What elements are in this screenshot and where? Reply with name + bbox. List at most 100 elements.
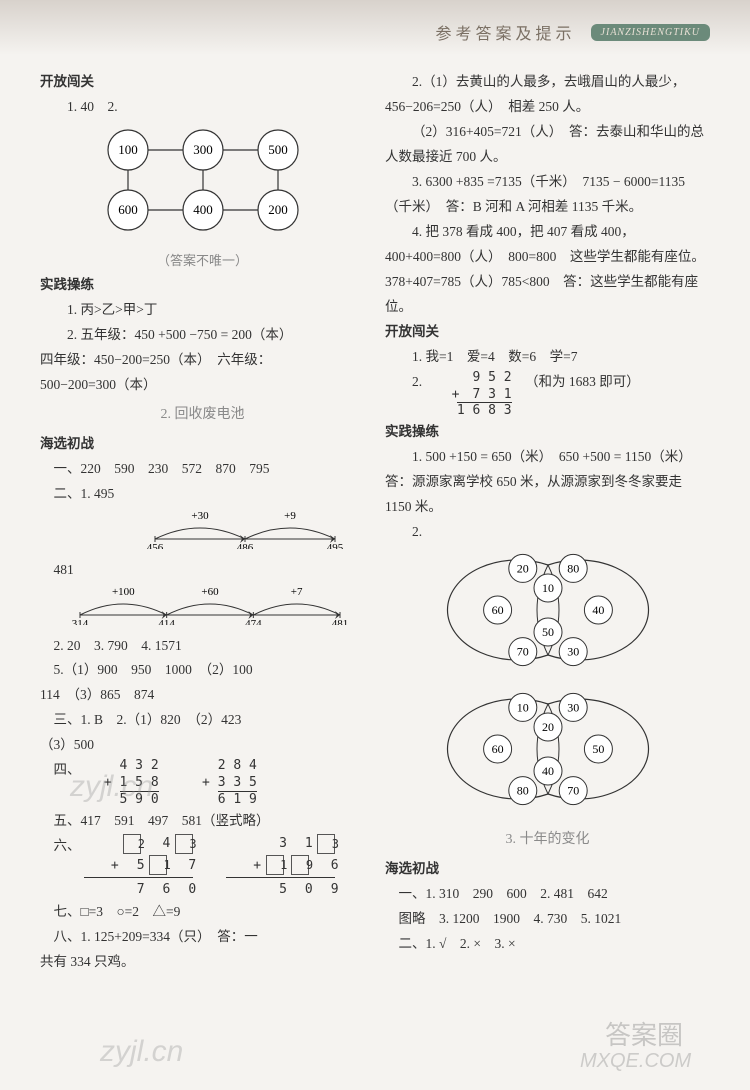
diagram-1-note: （答案不唯一）: [40, 249, 365, 273]
svg-text:481: 481: [332, 618, 349, 625]
svg-text:500: 500: [268, 142, 288, 157]
section-hxcz: 海选初战: [40, 432, 365, 457]
hx-12: 八、1. 125+209=334（只） 答：一: [40, 925, 365, 950]
svg-text:200: 200: [268, 202, 288, 217]
kf-1: 1. 我=1 爱=4 数=6 学=7: [385, 345, 710, 370]
numline-2-svg: 314 414 474 481 +100 +60 +7: [60, 583, 360, 625]
svg-text:70: 70: [516, 645, 528, 659]
sj-2: 2.: [385, 520, 710, 545]
svg-text:+30: +30: [191, 510, 209, 522]
svg-text:314: 314: [72, 618, 89, 625]
svg-text:10: 10: [542, 581, 554, 595]
svg-text:456: 456: [147, 542, 164, 549]
kfadd-note: （和为 1683 即可）: [525, 374, 640, 389]
add2-b: + 3 3 5: [202, 775, 257, 790]
svg-text:100: 100: [118, 142, 138, 157]
hx-6: 三、1. B 2.（1）820 （2）423: [40, 708, 365, 733]
svg-text:50: 50: [592, 742, 604, 756]
hx-7: （3）500: [40, 733, 365, 758]
r-p4: 4. 把 378 看成 400，把 407 看成 400，400+400=800…: [385, 220, 710, 320]
svg-text:50: 50: [542, 625, 554, 639]
kf-2-row: 2. 9 5 2 + 7 3 1 1 6 8 3 （和为 1683 即可）: [385, 370, 710, 421]
section-sjcl-r: 实践操练: [385, 420, 710, 445]
add2-a: 2 8 4: [218, 758, 257, 773]
subsection-3: 3. 十年的变化: [385, 827, 710, 853]
ring-1: 20 80 40 30 70 60 10 50: [385, 545, 710, 684]
svg-text:40: 40: [592, 603, 604, 617]
add2-s: 6 1 9: [218, 791, 257, 807]
hx-4: 5.（1）900 950 1000 （2）100: [40, 658, 365, 683]
hx-10-row: 六、 2 4 3+ 5 1 77 6 0 3 1 3+ 1 9 65 0 9: [40, 834, 365, 900]
svg-text:30: 30: [567, 701, 579, 715]
sj-1: 1. 500 +150 = 650（米） 650 +500 = 1150（米） …: [385, 445, 710, 520]
kfadd-b-row: + 7 3 1: [452, 387, 512, 402]
r-p2: （2）316+405=721（人） 答：去泰山和华山的总人数最接近 700 人。: [385, 120, 710, 170]
kfcg-line1: 1. 40 2.: [40, 95, 365, 120]
r-p1: 2.（1）去黄山的人最多，去峨眉山的人最少，456−206=250（人） 相差 …: [385, 70, 710, 120]
left-column: 开放闯关 1. 40 2. 100 300 500 600 400 200 （答案不唯一）…: [40, 70, 365, 1070]
svg-text:10: 10: [516, 701, 528, 715]
puzzle-2: 3 1 3+ 1 9 65 0 9: [226, 834, 335, 900]
ring-1-svg: 20 80 40 30 70 60 10 50: [438, 545, 658, 675]
hx-3: 2. 20 3. 790 4. 1571: [40, 634, 365, 659]
numline-1-svg: 456486495+30+9: [135, 507, 355, 549]
svg-text:+7: +7: [291, 586, 303, 598]
svg-text:30: 30: [567, 645, 579, 659]
diagram-1-svg: 100 300 500 600 400 200: [88, 120, 318, 240]
vert-add-r: 9 5 2 + 7 3 1 1 6 8 3: [446, 370, 512, 421]
svg-text:414: 414: [158, 618, 175, 625]
hx-10-label: 六、: [54, 838, 81, 853]
sjcl-4: 500−200=300（本）: [40, 373, 365, 398]
hx-13: 共有 334 只鸡。: [40, 950, 365, 975]
svg-text:300: 300: [193, 142, 213, 157]
puzzle-1: 2 4 3+ 5 1 77 6 0: [84, 834, 193, 900]
add1-s: 5 9 0: [120, 791, 159, 807]
svg-text:60: 60: [491, 603, 503, 617]
ring-2-svg: 10 30 50 70 80 60 20 40: [438, 684, 658, 814]
vert-add-2: 2 8 4 + 3 3 5 6 1 9: [202, 758, 257, 809]
kfcg-text: 1. 40 2.: [67, 99, 118, 114]
hx-1: 一、220 590 230 572 870 795: [40, 457, 365, 482]
svg-text:70: 70: [567, 784, 579, 798]
numline-2: 314 414 474 481 +100 +60 +7: [40, 583, 365, 634]
hx-8-row: 四、 4 3 2 + 1 5 8 5 9 0 2 8 4 + 3 3 5 6 1…: [40, 758, 365, 809]
svg-text:40: 40: [542, 764, 554, 778]
svg-text:400: 400: [193, 202, 213, 217]
sjcl-2: 2. 五年级：450 +500 −750 = 200（本）: [40, 323, 365, 348]
add1-a: 4 3 2: [120, 758, 159, 773]
vert-add-1: 4 3 2 + 1 5 8 5 9 0: [104, 758, 159, 809]
kfadd-s: 1 6 8 3: [457, 402, 512, 418]
svg-text:80: 80: [567, 562, 579, 576]
svg-text:80: 80: [516, 784, 528, 798]
subsection-2: 2. 回收废电池: [40, 402, 365, 428]
hx-9: 五、417 591 497 581（竖式略）: [40, 809, 365, 834]
kf-2-label: 2.: [412, 374, 422, 389]
page-header: 参考答案及提示 JIANZISHENGTIKU: [390, 20, 710, 44]
rhx-1: 一、1. 310 290 600 2. 481 642: [385, 882, 710, 907]
section-kfcg: 开放闯关: [40, 70, 365, 95]
numline-1: 456486495+30+9: [40, 507, 365, 558]
r-p3: 3. 6300 +835 =7135（千米） 7135 − 6000=1135（…: [385, 170, 710, 220]
svg-text:+100: +100: [112, 586, 135, 598]
hx-2b: 481: [40, 558, 365, 583]
hx-11: 七、□=3 ○=2 △=9: [40, 900, 365, 925]
section-hxcz-r: 海选初战: [385, 857, 710, 882]
svg-text:+60: +60: [201, 586, 219, 598]
right-column: 2.（1）去黄山的人最多，去峨眉山的人最少，456−206=250（人） 相差 …: [385, 70, 710, 1070]
add1-b: + 1 5 8: [104, 775, 159, 790]
ring-2: 10 30 50 70 80 60 20 40: [385, 684, 710, 823]
svg-text:60: 60: [491, 742, 503, 756]
svg-text:600: 600: [118, 202, 138, 217]
svg-text:486: 486: [237, 542, 254, 549]
kfadd-b: + 7 3 1: [452, 387, 512, 402]
header-pinyin: JIANZISHENGTIKU: [591, 24, 710, 41]
svg-text:20: 20: [516, 562, 528, 576]
svg-text:20: 20: [542, 720, 554, 734]
section-sjcl: 实践操练: [40, 273, 365, 298]
hx-8-label: 四、: [54, 762, 81, 777]
kfadd-a: 9 5 2: [473, 370, 512, 385]
sjcl-1: 1. 丙>乙>甲>丁: [40, 298, 365, 323]
header-title: 参考答案及提示: [436, 20, 576, 44]
svg-text:474: 474: [245, 618, 262, 625]
rhx-2: 图略 3. 1200 1900 4. 730 5. 1021: [385, 907, 710, 932]
